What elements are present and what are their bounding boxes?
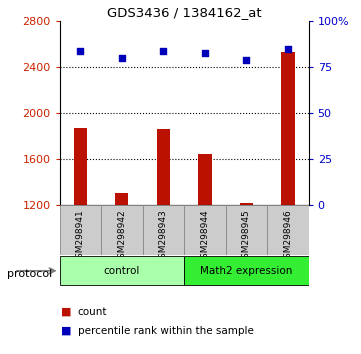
Text: ■: ■ (61, 326, 72, 336)
Text: GSM298944: GSM298944 (200, 209, 209, 264)
Bar (101, 205, 143, 255)
Bar (198, 154, 212, 205)
Text: GSM298943: GSM298943 (159, 209, 168, 264)
Title: GDS3436 / 1384162_at: GDS3436 / 1384162_at (107, 6, 261, 19)
Text: protocol: protocol (7, 269, 52, 279)
Bar (267, 205, 309, 255)
Bar (226, 205, 267, 255)
Point (77, 48, 83, 53)
Text: GSM298941: GSM298941 (76, 209, 85, 264)
Text: GSM298945: GSM298945 (242, 209, 251, 264)
Point (160, 48, 166, 53)
Text: GSM298942: GSM298942 (117, 209, 126, 264)
Text: percentile rank within the sample: percentile rank within the sample (78, 326, 253, 336)
Bar (281, 52, 295, 205)
Bar (60, 256, 184, 285)
Text: ■: ■ (61, 307, 72, 316)
Text: control: control (104, 266, 140, 276)
Text: Math2 expression: Math2 expression (200, 266, 292, 276)
Bar (143, 205, 184, 255)
Bar (74, 128, 87, 205)
Bar (184, 256, 309, 285)
Bar (240, 203, 253, 205)
Point (119, 55, 125, 61)
Text: GSM298946: GSM298946 (283, 209, 292, 264)
Point (285, 46, 291, 52)
Point (202, 50, 208, 55)
Bar (184, 205, 226, 255)
Bar (115, 193, 129, 205)
Bar (60, 205, 101, 255)
Point (243, 57, 249, 63)
Text: count: count (78, 307, 107, 316)
Bar (157, 130, 170, 205)
